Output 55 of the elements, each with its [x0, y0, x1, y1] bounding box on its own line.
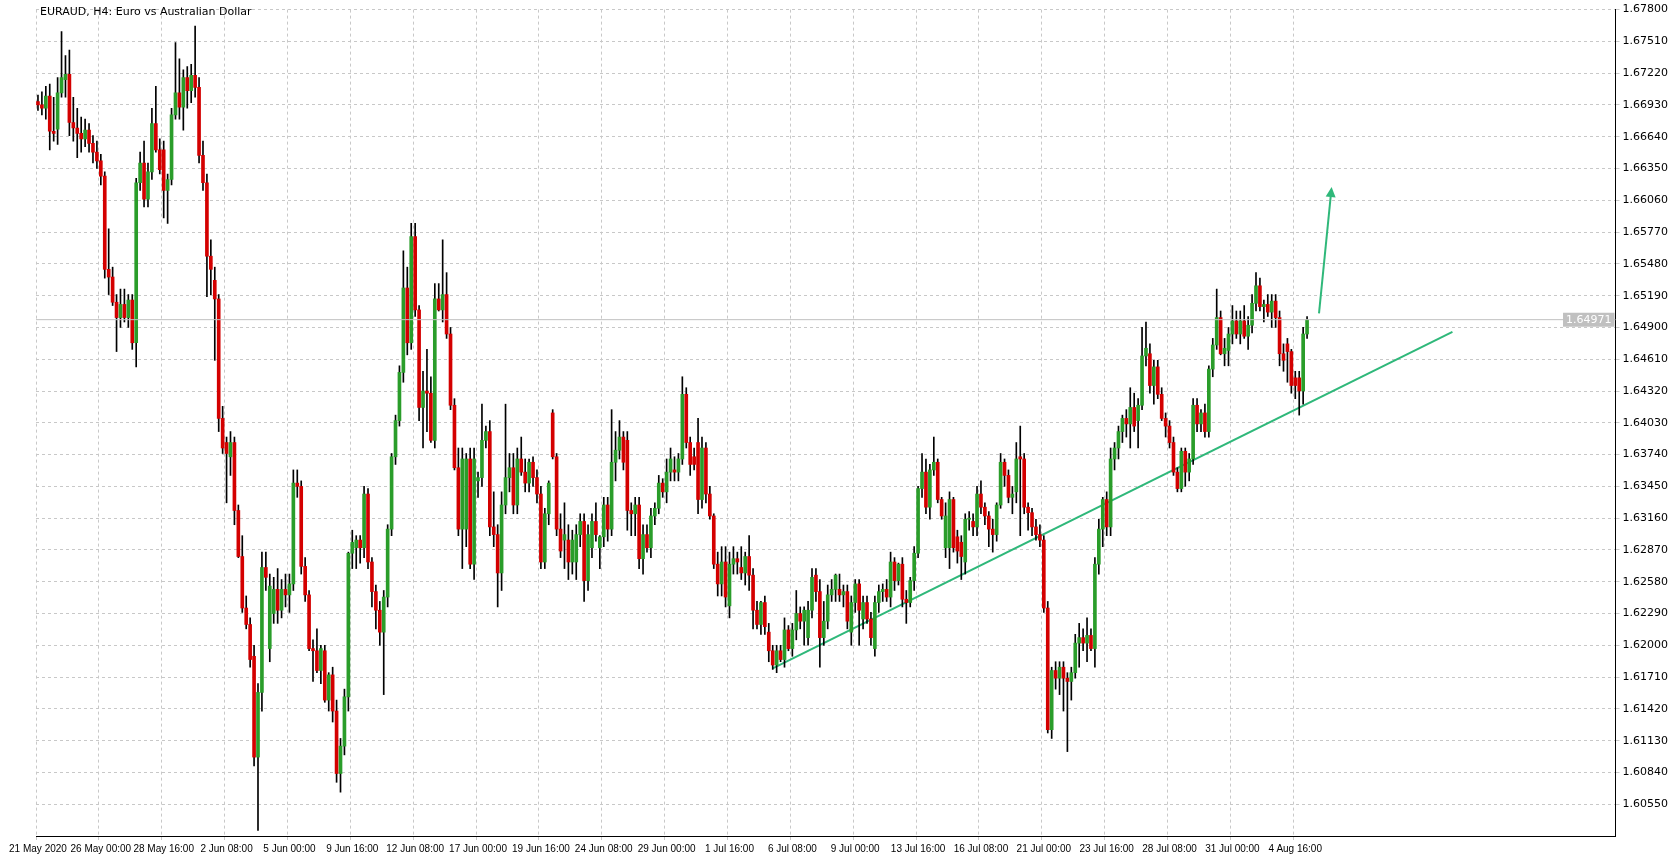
y-tick-label: 1.66060 [1622, 193, 1669, 207]
y-tick-label: 1.65190 [1622, 288, 1669, 302]
y-tick-label: 1.61710 [1622, 669, 1669, 683]
y-tick-label: 1.60550 [1622, 797, 1669, 811]
y-tick-label: 1.63450 [1622, 479, 1669, 493]
y-tick-label: 1.62870 [1622, 542, 1669, 556]
x-tick-label: 9 Jul 00:00 [830, 842, 881, 854]
x-tick-label: 28 May 16:00 [133, 842, 195, 854]
candlestick [971, 513, 975, 537]
x-tick-label: 21 Jul 00:00 [1016, 842, 1072, 854]
x-tick-label: 24 Jun 08:00 [574, 842, 634, 854]
y-tick-label: 1.63160 [1622, 511, 1669, 525]
y-tick-label: 1.66640 [1622, 129, 1669, 143]
x-tick-label: 12 Jun 08:00 [386, 842, 445, 854]
y-tick-label: 1.64320 [1622, 383, 1669, 397]
x-tick-label: 16 Jul 08:00 [953, 842, 1009, 854]
x-tick-label: 17 Jun 00:00 [449, 842, 508, 854]
y-tick-label: 1.64030 [1622, 415, 1669, 429]
x-tick-label: 21 May 2020 [9, 842, 68, 854]
candlestick [633, 497, 638, 537]
y-tick-label: 1.62000 [1622, 638, 1669, 652]
x-tick-label: 4 Aug 16:00 [1268, 842, 1323, 854]
y-tick-label: 1.66350 [1622, 161, 1669, 175]
x-tick-label: 31 Jul 00:00 [1205, 842, 1261, 854]
x-tick-label: 26 May 00:00 [70, 842, 132, 854]
x-tick-label: 29 Jun 00:00 [637, 842, 696, 854]
x-tick-label: 23 Jul 16:00 [1079, 842, 1135, 854]
candlestick [739, 546, 744, 580]
y-tick-label: 1.65770 [1622, 224, 1669, 238]
y-tick-label: 1.67800 [1622, 2, 1669, 16]
x-tick-label: 5 Jun 00:00 [263, 842, 316, 854]
y-tick-label: 1.61130 [1622, 733, 1669, 747]
ref-line-label: 1.64971 [1566, 312, 1612, 326]
y-tick-label: 1.63740 [1622, 447, 1669, 461]
x-tick-label: 9 Jun 16:00 [326, 842, 379, 854]
candlestick [1262, 299, 1266, 323]
y-tick-label: 1.64610 [1622, 352, 1669, 366]
candlestick [40, 91, 44, 116]
x-tick-label: 13 Jul 16:00 [890, 842, 946, 854]
y-tick-label: 1.61420 [1622, 701, 1669, 715]
candlestick [1085, 617, 1089, 663]
y-tick-label: 1.60840 [1622, 765, 1669, 779]
x-tick-label: 19 Jun 16:00 [511, 842, 571, 854]
x-tick-label: 2 Jun 08:00 [200, 842, 254, 854]
x-tick-label: 6 Jul 08:00 [767, 842, 818, 854]
y-tick-label: 1.65480 [1622, 256, 1669, 270]
y-tick-label: 1.66930 [1622, 97, 1669, 111]
chart-title: EURAUD, H4: Euro vs Australian Dollar [40, 5, 252, 18]
y-tick-label: 1.64900 [1622, 320, 1669, 334]
x-tick-label: 28 Jul 08:00 [1142, 842, 1198, 854]
y-tick-label: 1.62580 [1622, 574, 1669, 588]
x-tick-label: 1 Jul 16:00 [705, 842, 755, 854]
y-tick-label: 1.67220 [1622, 66, 1669, 80]
y-tick-label: 1.62290 [1622, 606, 1669, 620]
y-tick-label: 1.67510 [1622, 34, 1669, 48]
